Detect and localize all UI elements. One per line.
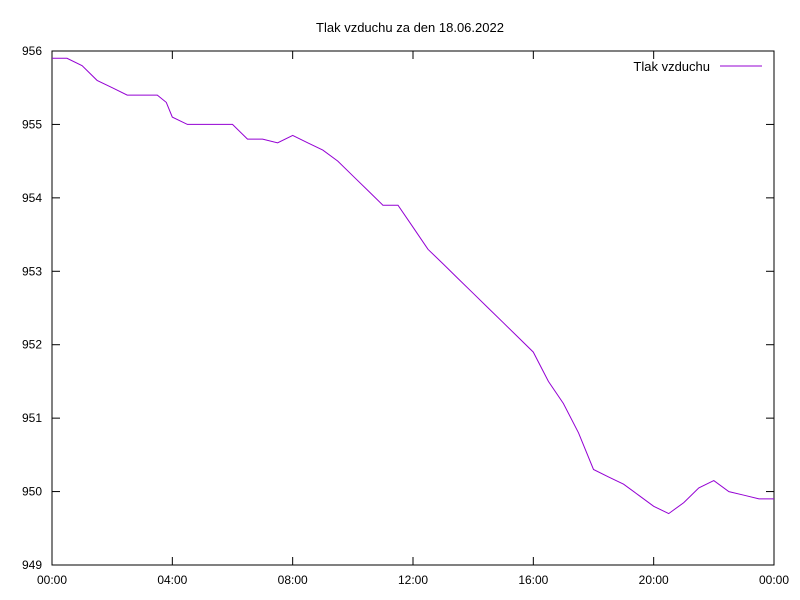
x-tick-label: 00:00 (759, 573, 789, 587)
x-tick-label: 04:00 (157, 573, 187, 587)
legend-label: Tlak vzduchu (633, 59, 710, 74)
y-tick-label: 951 (22, 411, 42, 425)
chart-title: Tlak vzduchu za den 18.06.2022 (316, 20, 504, 35)
y-tick-label: 956 (22, 44, 42, 58)
x-axis: 00:00 04:00 08:00 12:00 16:00 20:00 00:00 (37, 51, 789, 587)
y-axis: 949 950 951 952 953 954 955 956 (22, 44, 774, 572)
x-tick-label: 20:00 (639, 573, 669, 587)
x-tick-label: 00:00 (37, 573, 67, 587)
y-tick-label: 950 (22, 485, 42, 499)
legend: Tlak vzduchu (633, 59, 762, 74)
plot-frame (51, 50, 775, 566)
x-tick-label: 12:00 (398, 573, 428, 587)
series-line-tlak-vzduchu (52, 57, 774, 515)
y-tick-label: 952 (22, 338, 42, 352)
x-tick-label: 16:00 (518, 573, 548, 587)
y-tick-label: 954 (22, 191, 42, 205)
y-tick-label: 955 (22, 117, 42, 131)
x-tick-label: 08:00 (278, 573, 308, 587)
y-tick-label: 949 (22, 558, 42, 572)
y-tick-label: 953 (22, 264, 42, 278)
